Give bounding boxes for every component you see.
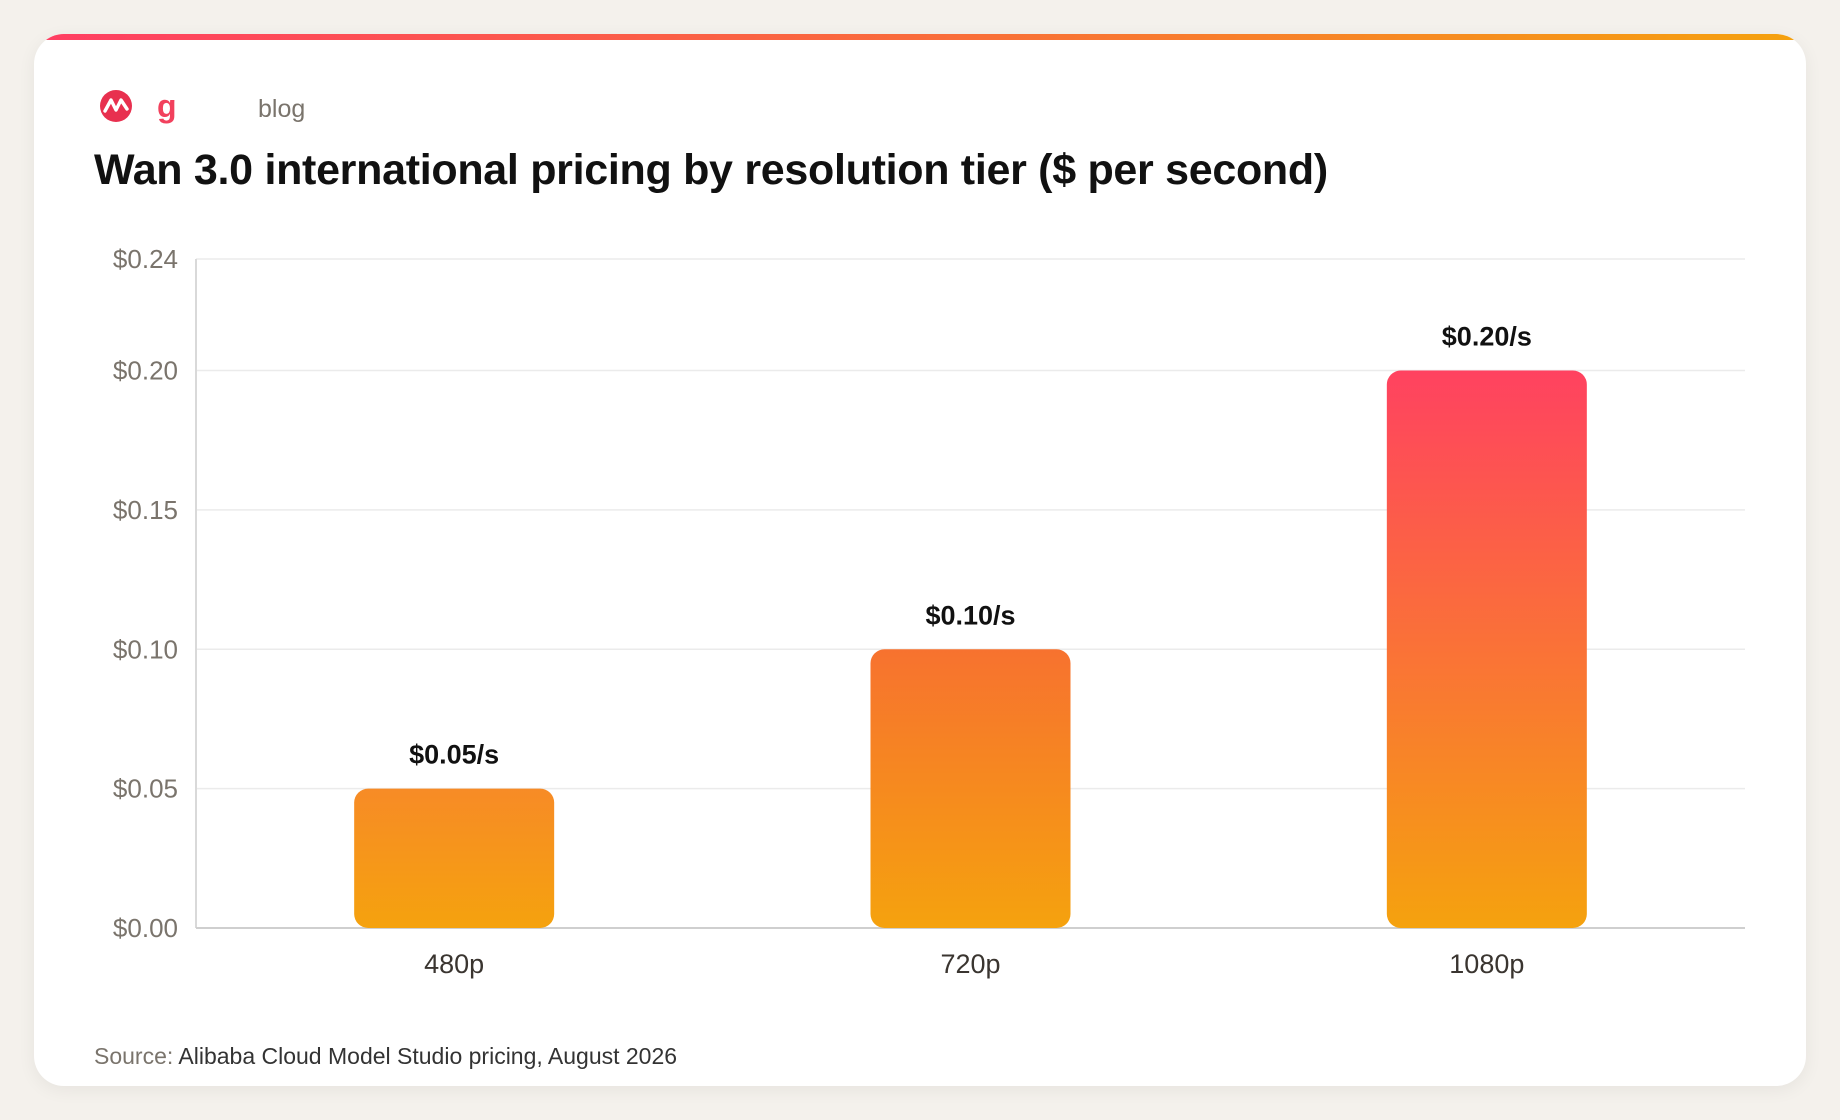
bar-720p [870,649,1071,928]
chart-title: Wan 3.0 international pricing by resolut… [94,146,1328,194]
x-tick-label: 1080p [1449,949,1524,979]
brand[interactable]: g [99,89,177,123]
data-label: $0.10/s [925,600,1015,630]
brand-logo-icon [100,90,132,122]
x-tick-label: 480p [424,949,484,979]
y-tick-label: $0.00 [113,913,178,943]
source-text: Alibaba Cloud Model Studio pricing, Augu… [178,1043,678,1069]
y-tick-label: $0.10 [113,634,178,664]
accent-top-bar [34,34,1806,40]
x-tick-label: 720p [940,949,1000,979]
source-note: Source: Alibaba Cloud Model Studio prici… [94,1042,677,1070]
y-tick-label: $0.05 [113,774,178,804]
y-tick-label: $0.24 [113,244,178,274]
bar-chart: $0.00 $0.05 $0.10 $0.15 $0.20 $0.24 $0.05/s 480… [113,244,1745,979]
bars [354,370,1587,928]
y-tick-label: $0.20 [113,356,178,386]
data-label: $0.05/s [409,740,499,770]
labels: $0.00 $0.05 $0.10 $0.15 $0.20 $0.24 $0.05/s 480… [113,244,1532,979]
source-label: Source: [94,1043,174,1069]
data-label: $0.20/s [1442,322,1532,352]
chart-card: g blog Wan 3.0 international pricing by … [34,34,1806,1086]
y-tick-label: $0.15 [113,495,178,525]
bar-1080p [1386,370,1587,928]
section-label[interactable]: blog [258,95,306,123]
brand-logo-letter: g [157,88,177,124]
bar-480p [354,788,555,928]
